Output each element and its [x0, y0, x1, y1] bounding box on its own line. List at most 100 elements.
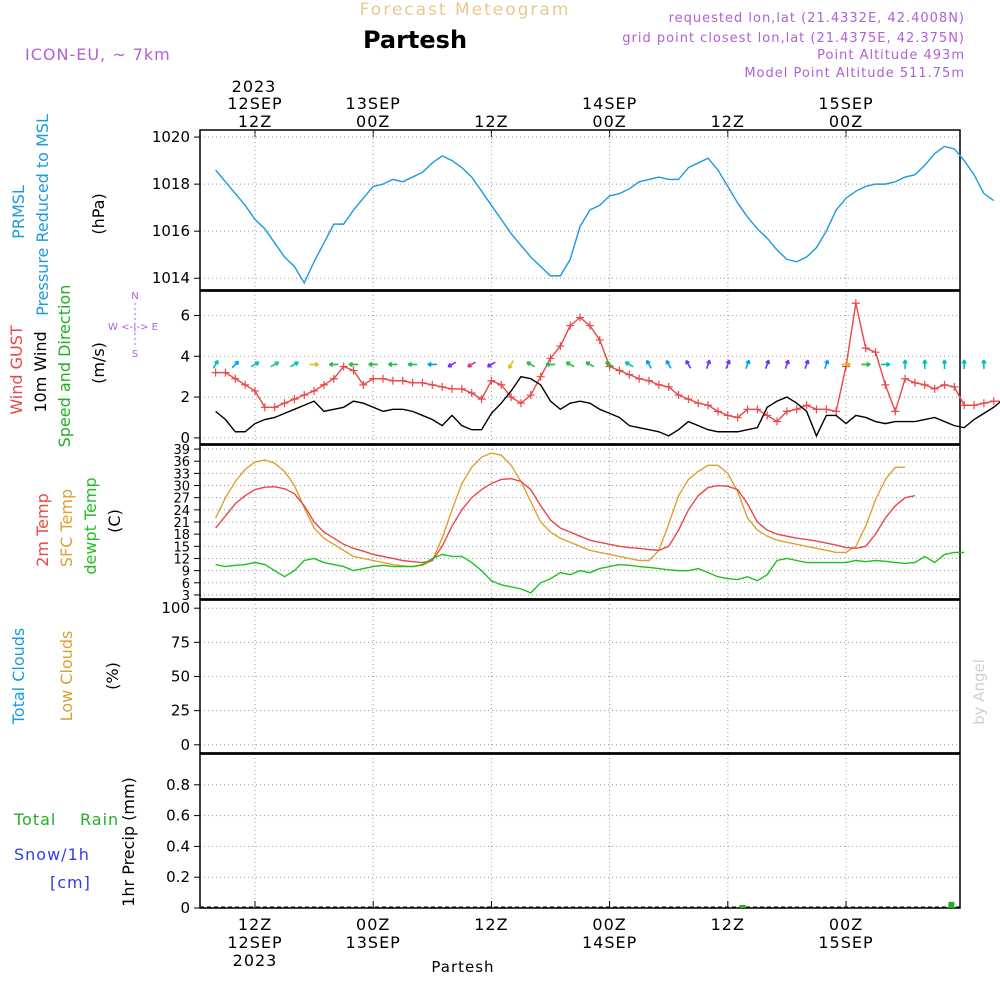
wind-direction-arrow: [746, 360, 750, 368]
wind-direction-arrow: [625, 362, 633, 367]
gust-point: [793, 405, 801, 413]
rain-bar: [948, 902, 954, 908]
gust-point: [960, 401, 968, 409]
bottom-time-label: 13SEP: [346, 933, 401, 952]
wind-dir-label: Speed and Direction: [55, 285, 74, 448]
model-label: ICON-EU, ~ 7km: [25, 45, 171, 64]
gust-point: [822, 405, 830, 413]
gust-point: [655, 381, 663, 389]
temp-2m-line: [216, 479, 915, 563]
gust-point: [320, 381, 328, 389]
wind-direction-arrow: [509, 361, 513, 369]
precip-labels: Total Rain Snow/1h [cm] 1hr Precip (mm): [13, 777, 138, 907]
y-tick-label: 75: [171, 633, 190, 651]
wind-direction-arrow: [881, 363, 890, 367]
wind-direction-arrow: [666, 361, 671, 369]
wind-direction-arrow: [647, 361, 652, 369]
gust-point: [369, 375, 377, 383]
temp-labels: 2m Temp SFC Temp dewpt Temp (C): [33, 477, 124, 574]
wind-direction-arrow: [349, 363, 358, 367]
gust-point: [221, 369, 229, 377]
y-tick-label: 4: [180, 347, 190, 365]
wind-direction-arrow: [825, 360, 829, 368]
dewpt-line: [216, 552, 965, 593]
compass-we: W <-|-> E: [108, 322, 158, 333]
bottom-time-label: 12Z: [474, 915, 508, 934]
gust-point: [409, 379, 417, 387]
bottom-time-label: 14SEP: [582, 933, 637, 952]
rain-label-total: Total: [13, 810, 56, 829]
wind-direction-arrow: [448, 362, 456, 367]
bottom-time-label: 12Z: [238, 915, 272, 934]
gust-point: [438, 383, 446, 391]
wind-labels: Wind GUST 10m Wind Speed and Direction (…: [7, 285, 158, 448]
wind-direction-arrow: [428, 363, 437, 367]
y-tick-label: 50: [171, 668, 190, 686]
gust-point: [300, 391, 308, 399]
y-tick-label: 0.2: [166, 868, 190, 886]
snow-unit-label: [cm]: [50, 873, 91, 892]
y-tick-label: 1020: [152, 128, 190, 146]
clouds-unit: (%): [103, 662, 122, 690]
gust-point: [350, 367, 358, 375]
y-tick-label: 0.8: [166, 776, 190, 794]
wind-direction-arrow: [982, 360, 986, 369]
wind-direction-arrow: [546, 363, 555, 367]
y-tick-label: 2: [180, 388, 190, 406]
y-tick-label: 6: [180, 306, 190, 324]
wind-direction-arrow: [923, 360, 927, 369]
top-year-label: 2023: [232, 77, 277, 96]
precip-unit: 1hr Precip (mm): [119, 777, 138, 907]
wind-direction-arrow: [488, 362, 496, 367]
wind-direction-arrow: [329, 363, 338, 367]
top-time-label: 12Z: [711, 112, 745, 131]
wind-direction-arrow: [586, 362, 594, 367]
model-altitude: Model Point Altitude 511.75m: [744, 66, 965, 81]
prmsl-label: PRMSL: [9, 185, 28, 239]
gust-point: [310, 387, 318, 395]
gust-point: [980, 399, 988, 407]
top-time-label: 13SEP: [346, 94, 401, 113]
gust-point: [970, 401, 978, 409]
location-title: Partesh: [363, 26, 467, 54]
wind-direction-arrow: [271, 362, 279, 367]
gust-point: [615, 367, 623, 375]
gust-point: [990, 397, 998, 405]
temp-sfc-label: SFC Temp: [57, 489, 76, 567]
low-clouds-label: Low Clouds: [57, 631, 76, 722]
requested-coords: requested lon,lat (21.4332E, 42.4008N): [669, 11, 965, 26]
y-tick-label: 1016: [152, 222, 190, 240]
top-time-label: 12SEP: [227, 94, 282, 113]
y-tick-label: 1018: [152, 175, 190, 193]
wind-direction-arrow: [310, 363, 319, 367]
y-tick-label: 0: [180, 899, 190, 917]
gust-point: [684, 395, 692, 403]
top-time-label: 12Z: [474, 112, 508, 131]
compass-n: N: [131, 291, 138, 302]
bottom-time-label: 00Z: [829, 915, 863, 934]
gust-point: [931, 385, 939, 393]
gust-point: [941, 381, 949, 389]
gust-point: [448, 385, 456, 393]
gust-point: [862, 344, 870, 352]
gust-point: [753, 405, 761, 413]
gust-point: [812, 405, 820, 413]
wind-direction-arrow: [903, 360, 907, 369]
top-time-label: 00Z: [592, 112, 626, 131]
gust-point: [803, 401, 811, 409]
gust-point: [251, 387, 259, 395]
gust-point: [881, 381, 889, 389]
wind-direction-arrow: [943, 360, 947, 369]
bottom-time-label: 15SEP: [818, 933, 873, 952]
wind-line: [216, 377, 1000, 436]
gust-point: [418, 379, 426, 387]
gust-point: [468, 389, 476, 397]
gust-point: [911, 379, 919, 387]
gust-point: [921, 381, 929, 389]
top-time-label: 00Z: [829, 112, 863, 131]
wind-direction-arrow: [213, 361, 218, 369]
forecast-label: Forecast Meteogram: [360, 0, 571, 20]
y-tick-label: 1014: [152, 269, 190, 287]
